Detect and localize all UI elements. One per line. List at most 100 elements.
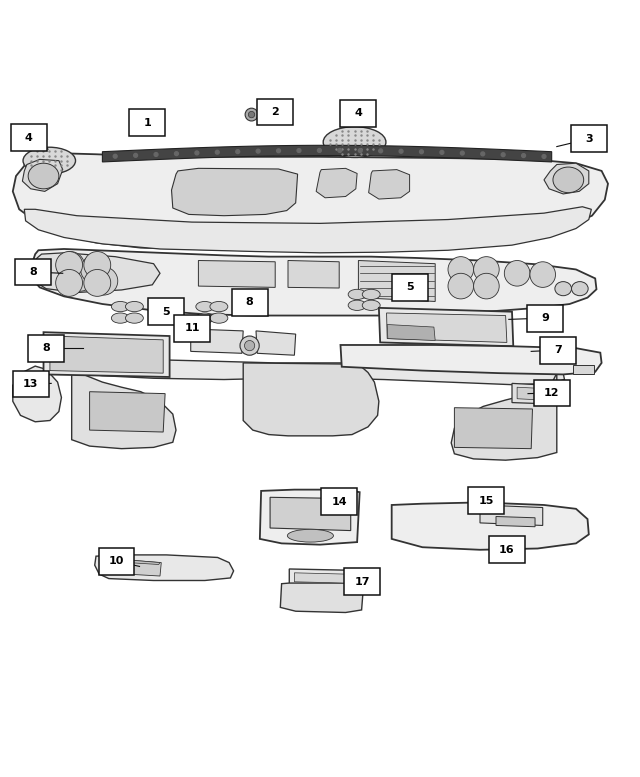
Polygon shape: [95, 555, 234, 580]
Polygon shape: [544, 163, 589, 194]
Text: 1: 1: [143, 118, 151, 128]
Circle shape: [501, 153, 505, 157]
Polygon shape: [260, 490, 360, 545]
Circle shape: [240, 336, 259, 355]
Polygon shape: [387, 313, 507, 343]
Text: 3: 3: [585, 134, 593, 144]
Circle shape: [195, 151, 199, 155]
Ellipse shape: [348, 300, 366, 311]
FancyBboxPatch shape: [28, 335, 64, 361]
Polygon shape: [44, 333, 170, 377]
Circle shape: [134, 153, 138, 157]
Polygon shape: [172, 169, 298, 216]
FancyBboxPatch shape: [257, 99, 293, 125]
Polygon shape: [480, 505, 543, 525]
Circle shape: [113, 155, 117, 159]
Text: 4: 4: [355, 108, 362, 118]
Ellipse shape: [362, 300, 380, 311]
Polygon shape: [454, 408, 532, 448]
Polygon shape: [358, 260, 435, 301]
FancyBboxPatch shape: [15, 259, 51, 285]
Polygon shape: [496, 517, 535, 527]
Polygon shape: [256, 331, 296, 355]
Circle shape: [66, 263, 94, 291]
FancyBboxPatch shape: [489, 536, 525, 563]
Polygon shape: [573, 365, 594, 375]
FancyBboxPatch shape: [468, 487, 504, 514]
Circle shape: [236, 150, 239, 154]
Text: 14: 14: [332, 497, 347, 507]
Polygon shape: [289, 569, 351, 585]
Ellipse shape: [196, 313, 214, 323]
Text: 12: 12: [544, 388, 559, 398]
Polygon shape: [517, 387, 543, 400]
Circle shape: [448, 256, 474, 282]
Circle shape: [504, 260, 530, 286]
Polygon shape: [387, 325, 435, 340]
FancyBboxPatch shape: [392, 274, 428, 301]
Polygon shape: [243, 363, 379, 436]
Circle shape: [154, 152, 158, 156]
Circle shape: [399, 149, 403, 153]
Polygon shape: [316, 169, 357, 198]
Text: 4: 4: [25, 133, 33, 143]
Polygon shape: [102, 145, 552, 162]
Polygon shape: [31, 249, 596, 315]
FancyBboxPatch shape: [321, 488, 357, 515]
Text: 8: 8: [246, 297, 253, 307]
Circle shape: [276, 149, 280, 153]
Text: 16: 16: [499, 545, 515, 555]
Polygon shape: [69, 357, 564, 385]
Text: 13: 13: [23, 379, 38, 389]
Ellipse shape: [111, 313, 129, 323]
Text: 10: 10: [109, 556, 124, 566]
Circle shape: [481, 152, 484, 155]
Circle shape: [81, 256, 109, 284]
Circle shape: [245, 108, 258, 121]
Circle shape: [530, 262, 556, 287]
Polygon shape: [379, 308, 513, 347]
FancyBboxPatch shape: [232, 289, 268, 315]
Text: 9: 9: [541, 313, 549, 323]
Circle shape: [297, 148, 301, 152]
Ellipse shape: [210, 313, 228, 323]
Circle shape: [56, 252, 84, 280]
Polygon shape: [294, 573, 346, 583]
Text: 15: 15: [479, 496, 494, 506]
FancyBboxPatch shape: [344, 568, 380, 595]
Ellipse shape: [111, 301, 129, 312]
Ellipse shape: [323, 127, 386, 158]
Circle shape: [338, 148, 342, 152]
Text: 2: 2: [271, 107, 279, 117]
Circle shape: [84, 252, 111, 278]
Circle shape: [317, 148, 321, 152]
Text: 17: 17: [355, 577, 370, 587]
FancyBboxPatch shape: [340, 100, 376, 127]
Ellipse shape: [572, 281, 588, 296]
FancyBboxPatch shape: [540, 336, 576, 364]
Text: 5: 5: [163, 307, 170, 317]
Circle shape: [522, 154, 525, 158]
Circle shape: [90, 267, 118, 295]
Polygon shape: [191, 329, 243, 354]
Ellipse shape: [362, 289, 380, 300]
FancyBboxPatch shape: [148, 298, 184, 325]
Polygon shape: [392, 503, 589, 550]
Ellipse shape: [23, 147, 76, 174]
Polygon shape: [90, 392, 165, 432]
Ellipse shape: [210, 301, 228, 312]
Circle shape: [256, 149, 260, 153]
Polygon shape: [280, 583, 364, 612]
Ellipse shape: [553, 167, 584, 193]
FancyBboxPatch shape: [527, 305, 563, 332]
Polygon shape: [288, 260, 339, 288]
Text: 11: 11: [184, 323, 200, 333]
Polygon shape: [72, 360, 176, 448]
Circle shape: [56, 252, 83, 278]
FancyBboxPatch shape: [129, 110, 165, 136]
Polygon shape: [127, 560, 161, 576]
Circle shape: [358, 148, 362, 152]
Ellipse shape: [555, 281, 572, 296]
Circle shape: [474, 274, 499, 299]
Polygon shape: [198, 260, 275, 287]
